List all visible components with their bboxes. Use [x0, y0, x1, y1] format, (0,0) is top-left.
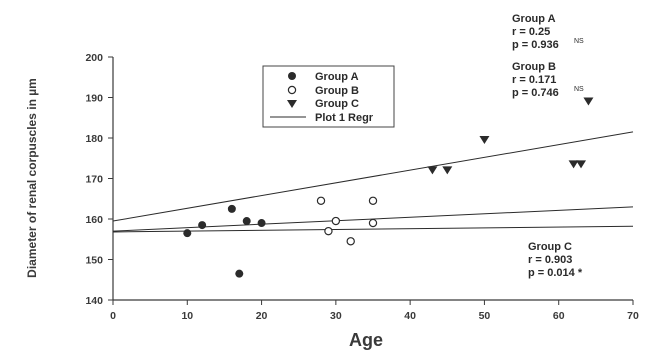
legend-label-group-a: Group A: [315, 71, 359, 83]
annotation-group-b-title: Group B: [512, 61, 556, 73]
legend-label-regression: Plot 1 Regr: [315, 112, 374, 124]
point-group-c: [576, 160, 586, 169]
annotation-group-c: Group C r = 0.903 p = 0.014 *: [528, 241, 583, 279]
x-tick-label: 50: [479, 310, 491, 322]
data-points: [183, 97, 594, 278]
annotation-group-a-p: p = 0.936: [512, 39, 559, 51]
legend-label-group-c: Group C: [315, 98, 359, 110]
point-group-c: [427, 166, 438, 175]
legend-label-group-b: Group B: [315, 85, 359, 97]
regression-lines: [112, 131, 634, 233]
y-tick-label: 190: [85, 93, 103, 105]
y-tick-label: 180: [85, 133, 103, 145]
point-group-c: [568, 160, 579, 169]
point-group-b: [331, 216, 341, 226]
legend-marker-group-a: [288, 72, 296, 80]
point-group-a: [227, 204, 236, 213]
annotation-group-b: Group B r = 0.171 p = 0.746 NS: [512, 61, 584, 99]
x-axis-title: Age: [349, 330, 383, 350]
point-group-c: [583, 97, 594, 106]
x-tick-label: 20: [256, 310, 268, 322]
legend-marker-group-b: [287, 85, 297, 95]
legend-marker-group-c: [287, 100, 297, 108]
annotation-group-b-r: r = 0.171: [512, 74, 556, 86]
annotation-group-a-r: r = 0.25: [512, 26, 550, 38]
annotation-group-a-sup: NS: [574, 38, 584, 45]
x-tick-label: 30: [330, 310, 342, 322]
x-tick-label: 0: [110, 310, 116, 322]
annotation-group-c-title: Group C: [528, 241, 572, 253]
annotation-group-c-r: r = 0.903: [528, 254, 572, 266]
annotation-group-c-p: p = 0.014 *: [528, 267, 583, 279]
point-group-b: [346, 237, 355, 246]
legend: Group A Group B Group C Plot 1 Regr: [262, 65, 395, 128]
y-tick-label: 200: [85, 52, 103, 64]
point-group-c: [442, 166, 453, 175]
x-tick-label: 70: [627, 310, 639, 322]
x-axis-ticks: 0 10 20 30 40 50 60 70: [110, 300, 639, 322]
annotation-group-b-sup: NS: [574, 86, 584, 93]
point-group-a: [257, 219, 266, 228]
x-tick-label: 60: [553, 310, 565, 322]
point-group-a: [235, 269, 244, 278]
point-group-a: [242, 217, 251, 226]
y-tick-label: 170: [85, 174, 103, 186]
annotation-group-a: Group A r = 0.25 p = 0.936 NS: [512, 13, 584, 51]
plot-area: 0 10 20 30 40 50 60 70 140 150 160 170 180 190 200: [85, 52, 639, 322]
y-tick-label: 150: [85, 255, 103, 267]
legend-box: [262, 65, 395, 128]
point-group-b: [324, 226, 333, 236]
regression-line: [112, 131, 634, 222]
point-group-b: [316, 196, 326, 205]
y-tick-label: 140: [85, 295, 103, 307]
point-group-a: [198, 221, 207, 230]
y-axis-title: Diameter of renal corpuscles in µm: [25, 78, 39, 278]
x-tick-label: 10: [181, 310, 193, 322]
y-axis-ticks: 140 150 160 170 180 190 200: [85, 52, 113, 307]
regression-line: [112, 225, 634, 233]
point-group-a: [183, 229, 192, 238]
annotation-group-a-title: Group A: [512, 13, 556, 25]
x-tick-label: 40: [404, 310, 416, 322]
point-group-c: [479, 136, 490, 145]
point-group-b: [368, 196, 378, 205]
annotation-group-b-p: p = 0.746: [512, 87, 559, 99]
point-group-b: [368, 218, 378, 228]
y-tick-label: 160: [85, 214, 103, 226]
